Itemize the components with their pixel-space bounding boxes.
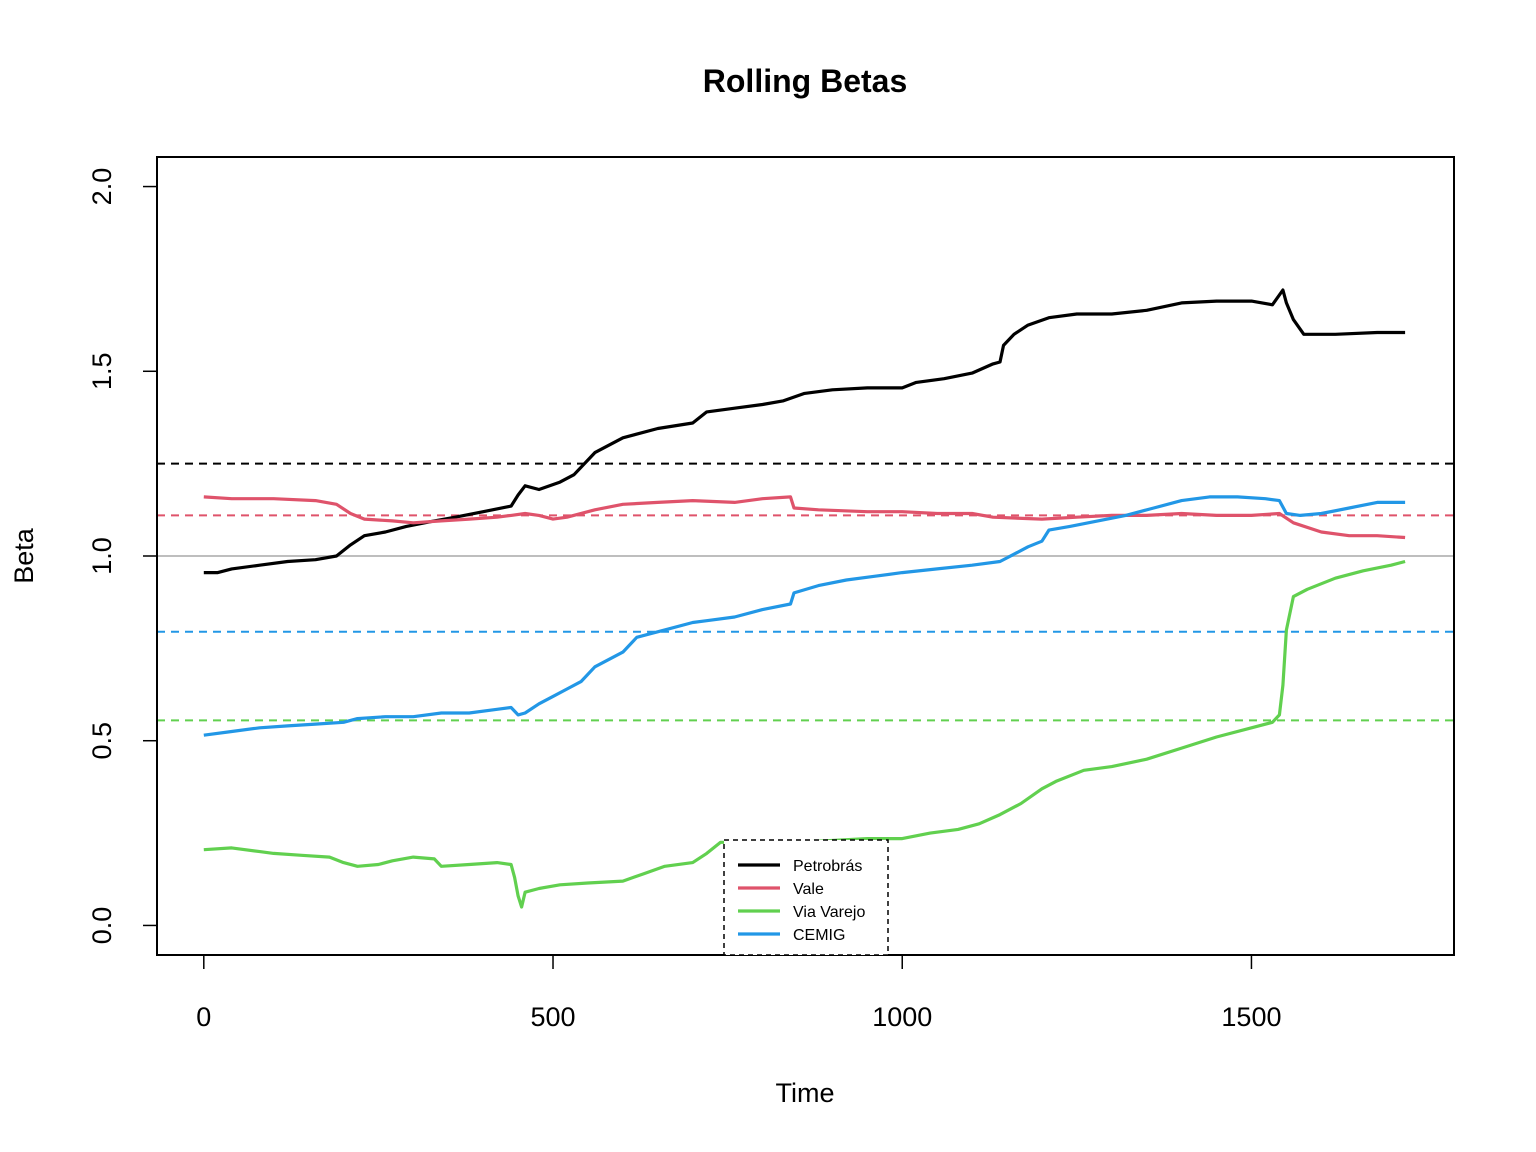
series-line-3: [203, 495, 1406, 737]
legend: Petrobrás Vale Via Varejo CEMIG: [723, 839, 889, 956]
x-tick-label: 1000: [872, 1002, 932, 1032]
legend-label: CEMIG: [793, 927, 845, 944]
series-line-1: [203, 495, 1406, 540]
legend-label: Petrobrás: [793, 858, 862, 875]
y-axis-title: Beta: [9, 527, 39, 584]
x-axis: 0 500 1000 1500: [196, 954, 1281, 1032]
y-tick-label: 2.0: [87, 168, 117, 206]
series-line-0: [203, 288, 1406, 575]
legend-box: [723, 839, 889, 956]
y-tick-label: 1.0: [87, 537, 117, 575]
legend-label: Via Varejo: [793, 904, 865, 921]
x-tick-label: 0: [196, 1002, 211, 1032]
y-tick-label: 1.5: [87, 353, 117, 391]
x-axis-title: Time: [776, 1078, 835, 1108]
x-tick-label: 500: [530, 1002, 575, 1032]
series-lines: [203, 288, 1406, 909]
y-tick-label: 0.5: [87, 722, 117, 760]
x-tick-label: 1500: [1221, 1002, 1281, 1032]
legend-label: Vale: [793, 881, 824, 898]
chart-title: Rolling Betas: [703, 63, 907, 99]
y-axis: 0.0 0.5 1.0 1.5 2.0: [87, 168, 158, 945]
reference-lines: [157, 462, 1454, 722]
y-tick-label: 0.0: [87, 907, 117, 945]
